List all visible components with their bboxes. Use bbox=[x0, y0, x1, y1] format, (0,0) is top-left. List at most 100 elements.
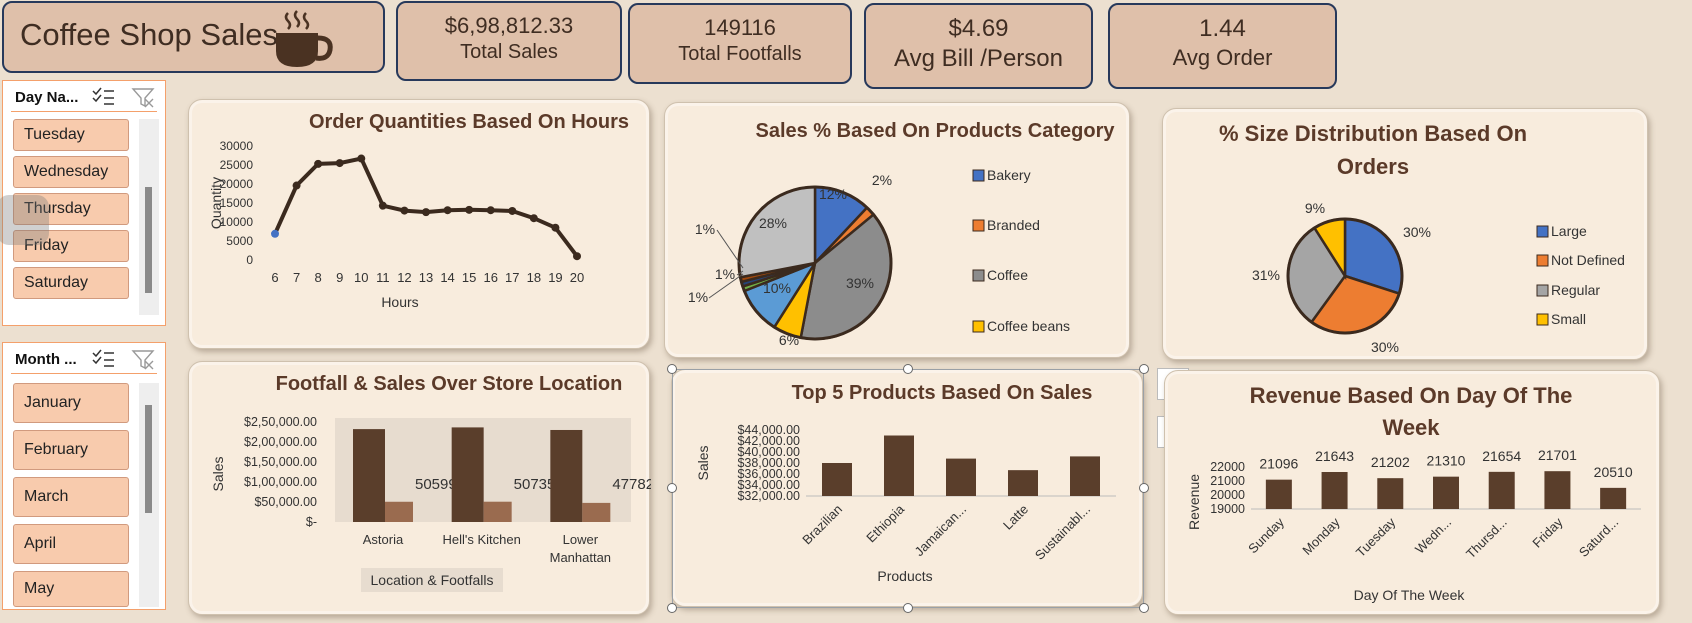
resize-handle[interactable] bbox=[1139, 483, 1149, 493]
month-slicer-scrollbar[interactable] bbox=[139, 383, 159, 607]
bar-footfalls bbox=[483, 501, 512, 522]
x-tick-label: Friday bbox=[1529, 514, 1565, 550]
y-tick-label: 20000 bbox=[1210, 488, 1245, 502]
resize-handle[interactable] bbox=[1139, 603, 1149, 613]
legend-swatch bbox=[1536, 313, 1549, 326]
leader-line bbox=[736, 270, 744, 276]
hours-chart-panel[interactable]: Order Quantities Based On Hours 0 5000 100… bbox=[188, 99, 650, 349]
slicer-item-friday[interactable]: Friday bbox=[13, 230, 129, 262]
data-point bbox=[465, 205, 474, 214]
slicer-item-may[interactable]: May bbox=[13, 571, 129, 607]
x-tick-label: Sustainabl... bbox=[1032, 502, 1093, 563]
slicer-item-tuesday[interactable]: Tuesday bbox=[13, 119, 129, 151]
multi-select-icon[interactable] bbox=[91, 87, 115, 107]
x-tick-label: 16 bbox=[483, 270, 497, 285]
x-tick-label: Tuesday bbox=[1353, 514, 1399, 560]
slicer-item-march[interactable]: March bbox=[13, 477, 129, 517]
legend-swatch bbox=[1536, 225, 1549, 238]
scrollbar-thumb[interactable] bbox=[145, 187, 152, 293]
top-products-bar-chart: $32,000.00$34,000.00$36,000.00$38,000.00… bbox=[695, 423, 1116, 584]
size-pie-panel[interactable]: % Size Distribution Based On Orders 30% 3… bbox=[1162, 108, 1648, 360]
data-point bbox=[357, 154, 366, 163]
slicer-item-saturday[interactable]: Saturday bbox=[13, 267, 129, 299]
y-axis-label: Quantity bbox=[208, 177, 224, 229]
slicer-drag-handle[interactable] bbox=[0, 195, 49, 245]
x-tick-label: Thursd... bbox=[1463, 515, 1510, 562]
data-point bbox=[443, 206, 452, 215]
data-label: 21654 bbox=[1482, 448, 1521, 464]
legend-label: Regular bbox=[1551, 282, 1600, 298]
data-label: 21701 bbox=[1538, 447, 1577, 463]
bar bbox=[884, 435, 914, 496]
data-label: 28% bbox=[759, 215, 787, 231]
x-axis-label: Location & Footfalls bbox=[371, 572, 494, 588]
clear-filter-icon[interactable] bbox=[131, 87, 155, 109]
size-pie-chart: 30% 30% 31% 9% Large Not Defined Regular Small bbox=[1252, 200, 1625, 355]
y-tick-label: $44,000.00 bbox=[737, 423, 800, 437]
location-chart-panel[interactable]: Footfall & Sales Over Store Location $- $… bbox=[188, 361, 651, 615]
data-point bbox=[400, 206, 409, 215]
resize-handle[interactable] bbox=[903, 364, 913, 374]
kpi-value: 1.44 bbox=[1199, 15, 1246, 42]
resize-handle[interactable] bbox=[667, 603, 677, 613]
slicer-item-wednesday[interactable]: Wednesday bbox=[13, 156, 129, 188]
data-label: 21096 bbox=[1259, 456, 1298, 472]
revenue-day-panel[interactable]: Revenue Based On Day Of The Week 19000 20… bbox=[1164, 370, 1660, 615]
resize-handle[interactable] bbox=[903, 603, 913, 613]
legend-label: Small bbox=[1551, 311, 1586, 327]
data-label: 20510 bbox=[1594, 464, 1633, 480]
data-label: 47782 bbox=[612, 476, 651, 493]
legend-label: Coffee bbox=[987, 267, 1028, 283]
x-tick-label: 10 bbox=[354, 270, 368, 285]
day-slicer-scrollbar[interactable] bbox=[139, 119, 159, 315]
kpi-total-sales: $6,98,812.33 Total Sales bbox=[396, 1, 622, 81]
top-products-panel[interactable]: Top 5 Products Based On Sales $32,000.00… bbox=[671, 369, 1143, 607]
slicer-item-thursday[interactable]: Thursday bbox=[13, 193, 129, 225]
x-axis-label-bg bbox=[361, 568, 503, 592]
bar-footfalls bbox=[385, 501, 413, 522]
scrollbar-thumb[interactable] bbox=[145, 405, 152, 513]
kpi-label: Avg Bill /Person bbox=[894, 45, 1063, 72]
y-tick-label: 0 bbox=[246, 253, 253, 267]
day-slicer[interactable]: Day Na... Tuesday Wednesday Thursday Fri… bbox=[0, 80, 166, 326]
resize-handle[interactable] bbox=[667, 364, 677, 374]
x-tick-label: Jamaican... bbox=[912, 502, 970, 560]
resize-handle[interactable] bbox=[667, 483, 677, 493]
y-tick-label: 10000 bbox=[220, 215, 254, 229]
legend-label: Coffee beans bbox=[987, 318, 1070, 334]
bar bbox=[1070, 456, 1100, 496]
data-label: 30% bbox=[1371, 339, 1399, 355]
x-tick-label: Monday bbox=[1299, 514, 1343, 558]
bar bbox=[822, 463, 852, 496]
resize-handle[interactable] bbox=[1139, 364, 1149, 374]
data-label: 21202 bbox=[1371, 454, 1410, 470]
chart-title: Sales % Based On Products Category bbox=[755, 120, 1115, 142]
legend-label: Branded bbox=[987, 217, 1040, 233]
data-label: 6% bbox=[779, 332, 799, 348]
legend-label: Large bbox=[1551, 223, 1587, 239]
x-tick-label: Ethiopia bbox=[863, 501, 907, 545]
y-tick-label: $1,00,000.00 bbox=[244, 475, 317, 489]
chart-title: % Size Distribution Based On Orders bbox=[1218, 121, 1528, 179]
hours-line-chart: 0 5000 10000 15000 20000 25000 30000 6 7 8 9 10 11 12… bbox=[208, 139, 584, 310]
category-pie-chart: 12% 2% 39% 6% 10% 28% Bakery Branded Coffee Coffe… bbox=[688, 167, 1070, 348]
y-tick-label: $50,000.00 bbox=[254, 495, 317, 509]
x-tick-label: Hell's Kitchen bbox=[442, 532, 520, 547]
category-pie-panel[interactable]: Sales % Based On Products Category 12% 2%… bbox=[664, 102, 1130, 358]
slicer-item-april[interactable]: April bbox=[13, 524, 129, 564]
slicer-item-february[interactable]: February bbox=[13, 430, 129, 470]
y-tick-label: 22000 bbox=[1210, 460, 1245, 474]
y-tick-label: $34,000.00 bbox=[737, 478, 800, 492]
slicer-item-january[interactable]: January bbox=[13, 383, 129, 423]
kpi-value: $6,98,812.33 bbox=[444, 13, 574, 38]
data-point bbox=[529, 214, 538, 223]
y-tick-label: 19000 bbox=[1210, 502, 1245, 516]
x-axis-label: Day Of The Week bbox=[1354, 587, 1466, 603]
multi-select-icon[interactable] bbox=[91, 349, 115, 369]
month-slicer[interactable]: Month ... January February March April M… bbox=[2, 342, 166, 610]
clear-filter-icon[interactable] bbox=[131, 349, 155, 371]
x-tick-label: 8 bbox=[315, 270, 322, 285]
kpi-value: 149116 bbox=[704, 15, 776, 40]
chart-title: Top 5 Products Based On Sales bbox=[791, 382, 1093, 404]
x-tick-label: Sunday bbox=[1245, 514, 1287, 556]
